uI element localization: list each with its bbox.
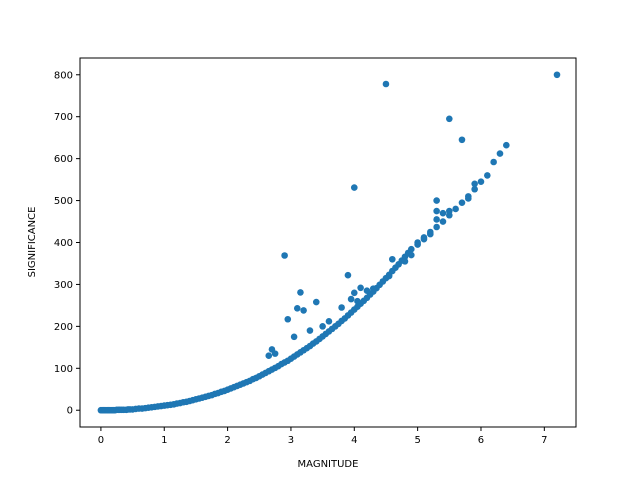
data-point xyxy=(312,298,320,306)
x-tick-label: 4 xyxy=(351,435,357,446)
data-point xyxy=(344,271,352,279)
data-point xyxy=(490,158,497,166)
data-point xyxy=(458,199,466,206)
data-point xyxy=(357,284,364,292)
data-point xyxy=(265,352,273,360)
data-point xyxy=(389,255,396,263)
data-point xyxy=(439,218,447,225)
x-tick-label: 0 xyxy=(98,435,104,446)
data-point xyxy=(433,223,440,231)
data-point xyxy=(354,297,361,305)
y-tick-label: 100 xyxy=(54,364,73,375)
data-point xyxy=(350,289,358,297)
data-point xyxy=(369,285,377,292)
x-tick-label: 1 xyxy=(161,435,167,446)
x-tick-label: 2 xyxy=(224,435,230,446)
data-point xyxy=(477,178,485,185)
data-point xyxy=(433,197,440,204)
data-point xyxy=(503,141,510,149)
data-points xyxy=(97,71,561,414)
y-tick-label: 600 xyxy=(54,154,73,165)
data-point xyxy=(325,318,333,325)
data-point xyxy=(439,209,447,217)
data-point xyxy=(446,115,453,123)
y-tick-label: 400 xyxy=(54,238,73,249)
data-point xyxy=(284,315,292,323)
y-tick-label: 800 xyxy=(54,70,73,81)
data-point xyxy=(427,230,434,238)
y-tick-label: 500 xyxy=(54,196,73,207)
data-point xyxy=(382,80,390,88)
data-point xyxy=(300,307,307,314)
data-point xyxy=(408,245,415,253)
data-point xyxy=(401,258,409,265)
data-point xyxy=(458,136,466,144)
data-point xyxy=(420,235,428,243)
data-point xyxy=(465,195,472,202)
data-point xyxy=(297,289,304,296)
y-tick-label: 300 xyxy=(54,280,73,291)
x-tick-label: 6 xyxy=(478,435,484,446)
x-tick-label: 5 xyxy=(414,435,420,446)
data-point xyxy=(553,71,561,79)
data-point xyxy=(484,172,491,179)
data-point xyxy=(433,216,440,223)
y-axis-ticks: 0 100 200 300 400 500 600 700 800 xyxy=(54,70,80,417)
data-point xyxy=(290,333,298,341)
data-point xyxy=(408,251,415,259)
data-point xyxy=(385,272,393,280)
y-tick-label: 700 xyxy=(54,112,73,123)
x-tick-label: 7 xyxy=(541,435,547,446)
data-point xyxy=(281,252,288,259)
x-axis-label: MAGNITUDE xyxy=(298,459,359,470)
x-tick-label: 3 xyxy=(288,435,294,446)
data-point xyxy=(363,287,371,295)
y-tick-label: 0 xyxy=(67,406,73,417)
y-axis-label: SIGNIFICANCE xyxy=(27,207,38,278)
y-tick-label: 200 xyxy=(54,322,73,333)
data-point xyxy=(347,295,355,303)
data-point xyxy=(350,184,358,191)
data-point xyxy=(496,150,504,157)
data-point xyxy=(338,304,345,311)
data-point xyxy=(471,185,478,193)
data-point xyxy=(271,350,279,357)
data-point xyxy=(414,241,421,248)
data-point xyxy=(471,180,478,188)
data-point xyxy=(319,323,326,330)
data-point xyxy=(446,207,453,215)
x-axis-ticks: 0 1 2 3 4 5 6 7 xyxy=(98,427,548,446)
data-point xyxy=(293,305,301,312)
data-point xyxy=(433,207,440,215)
data-point xyxy=(452,205,459,213)
data-point xyxy=(306,327,314,334)
